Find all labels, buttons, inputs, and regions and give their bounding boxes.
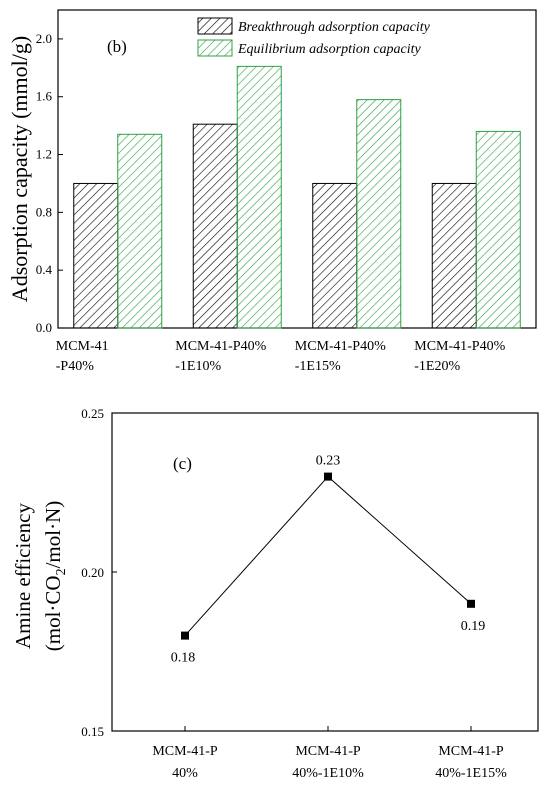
y-axis-title-c-line2: (mol·CO2/mol·N)	[41, 501, 69, 651]
data-label-3: 0.19	[461, 619, 486, 634]
x-category-label-b-1-line2: -P40%	[56, 359, 94, 374]
amine-efficiency-line	[184, 475, 472, 636]
panel-label-b: (b)	[107, 37, 127, 56]
y-axis-title-c-part2: /mol·N)	[41, 501, 65, 569]
y-tick-label-b-1: 0.4	[36, 262, 53, 277]
x-category-label-b-1-line1: MCM-41	[56, 339, 109, 354]
data-label-1: 0.18	[171, 651, 196, 666]
data-label-2: 0.23	[316, 454, 341, 469]
bar-equilibrium-1	[117, 133, 163, 329]
bar-equilibrium-2	[236, 65, 282, 329]
bar-breakthrough-2	[192, 123, 238, 329]
legend: Breakthrough adsorption capacity Equilib…	[197, 17, 431, 57]
x-category-label-b-4-line1: MCM-41-P40%	[414, 339, 505, 354]
x-category-label-b-3-line1: MCM-41-P40%	[295, 339, 386, 354]
data-points: 0.18 0.23 0.19	[171, 454, 486, 666]
x-category-label-b-3-line2: -1E15%	[295, 359, 341, 374]
legend-label-equilibrium: Equilibrium adsorption capacity	[237, 42, 422, 57]
data-point-1	[181, 631, 189, 640]
x-category-label-b-4-line2: -1E20%	[414, 359, 460, 374]
x-category-label-c-1-line2: 40%	[172, 766, 198, 781]
y-axis-title-b: Adsorption capacity (mmol/g)	[7, 36, 32, 302]
y-axis-title-c-subscript: 2	[54, 568, 69, 575]
x-category-label-c-1-line1: MCM-41-P	[152, 744, 218, 759]
panel-label-c: (c)	[173, 454, 192, 473]
y-tick-label-b-2: 0.8	[36, 204, 52, 219]
data-point-2	[324, 472, 332, 481]
y-axis-title-c-line1: Amine efficiency	[11, 503, 35, 649]
y-tick-label-b-0: 0.0	[36, 320, 52, 335]
x-axis-categories: MCM-41-P40%MCM-41-P40%-1E10%MCM-41-P40%-…	[56, 339, 506, 374]
y-tick-label-b-5: 2.0	[36, 31, 52, 46]
legend-swatch-breakthrough	[197, 17, 233, 35]
bar-series-group	[73, 65, 521, 329]
bar-breakthrough-3	[312, 182, 358, 329]
x-category-label-c-3-line2: 40%-1E15%	[435, 766, 507, 781]
legend-swatch-equilibrium	[197, 39, 233, 57]
x-category-label-b-2-line1: MCM-41-P40%	[175, 339, 266, 354]
bar-breakthrough-4	[431, 182, 477, 329]
x-category-label-c-3-line1: MCM-41-P	[438, 744, 504, 759]
x-axis-categories-c: MCM-41-P 40% MCM-41-P 40%-1E10% MCM-41-P 40%-…	[152, 726, 507, 781]
y-tick-label-c-0: 0.15	[81, 724, 104, 739]
data-point-3	[467, 599, 475, 608]
y-tick-label-c-2: 0.25	[81, 406, 104, 421]
y-axis-ticks-c: 0.15 0.20 0.25	[81, 406, 117, 739]
x-category-label-c-2-line2: 40%-1E10%	[292, 766, 364, 781]
bar-equilibrium-3	[356, 99, 402, 329]
y-axis-title-c-part1: (mol·CO	[41, 575, 65, 651]
bar-chart-panel-b: 0.00.40.81.21.62.0 MCM-41-P40%MCM-41-P40…	[7, 9, 537, 374]
bar-breakthrough-1	[73, 182, 119, 329]
y-axis-ticks: 0.0 0.4 0.8 1.2 1.6 2.0	[36, 31, 63, 335]
y-tick-label-c-1: 0.20	[81, 565, 104, 580]
legend-label-breakthrough: Breakthrough adsorption capacity	[238, 20, 431, 35]
y-tick-label-b-4: 1.6	[36, 89, 53, 104]
bar-equilibrium-4	[475, 130, 521, 329]
y-tick-label-b-3: 1.2	[36, 147, 52, 162]
plot-frame-b	[57, 9, 537, 329]
x-category-label-c-2-line1: MCM-41-P	[295, 744, 361, 759]
line-chart-panel-c: 0.180.230.19 0.150.200.25 MCM-41-P40%MCM…	[11, 406, 539, 781]
x-category-label-b-2-line2: -1E10%	[175, 359, 221, 374]
